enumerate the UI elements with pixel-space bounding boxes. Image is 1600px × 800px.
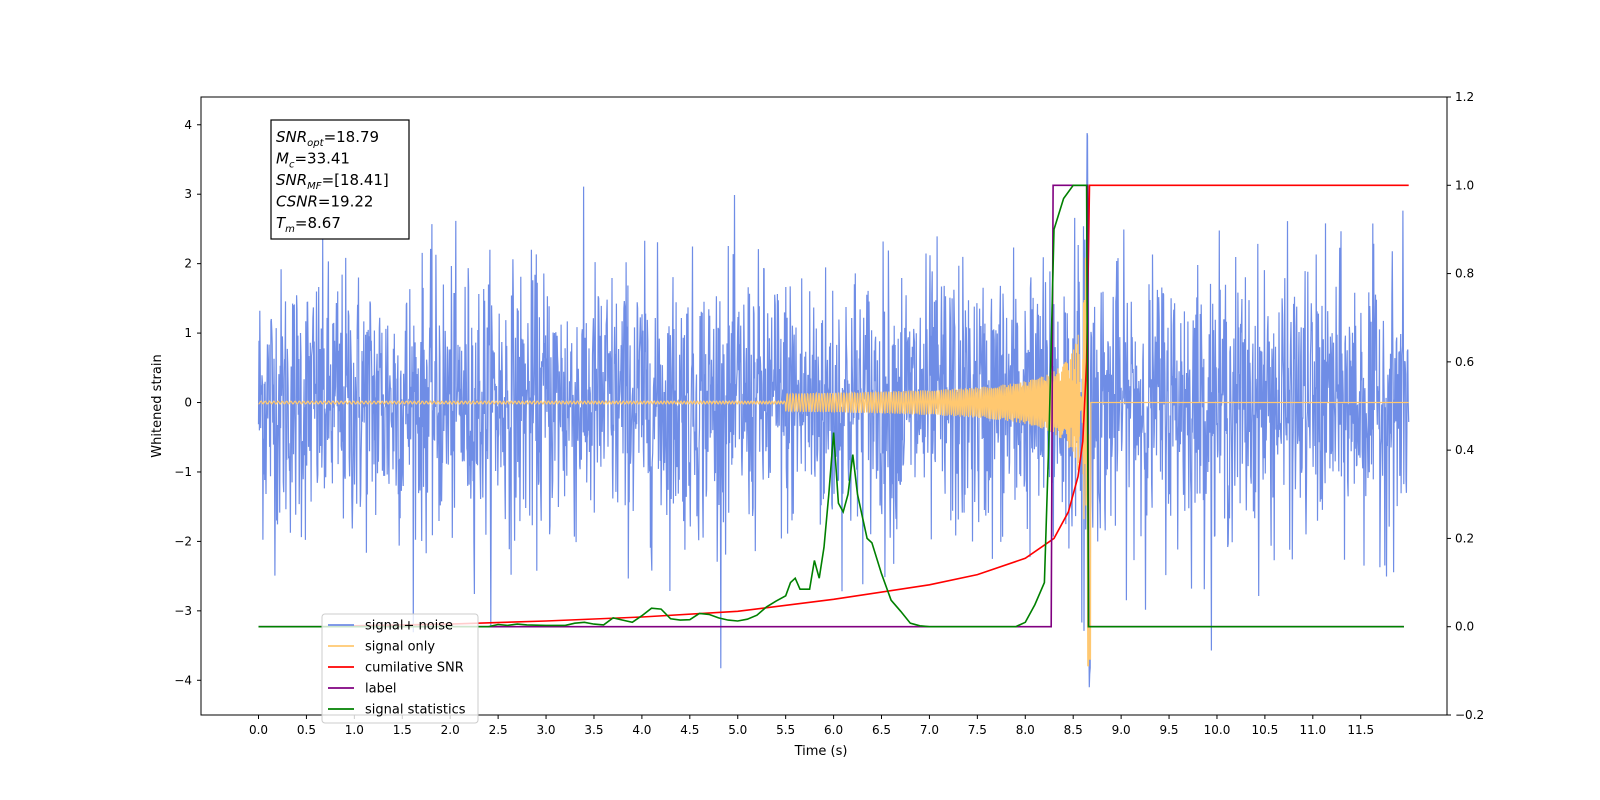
x-axis-label: Time (s) bbox=[794, 744, 848, 759]
signal-only-line bbox=[258, 227, 1409, 667]
y-tick-label: 4 bbox=[184, 118, 192, 132]
y-tick-label: 0 bbox=[184, 396, 192, 410]
y2-tick-label: 1.2 bbox=[1455, 90, 1474, 104]
y-axis-label: Whitened strain bbox=[150, 354, 165, 457]
x-tick-label: 4.0 bbox=[632, 723, 651, 737]
signal-only-series bbox=[258, 227, 1409, 667]
legend-label-cumilative-snr: cumilative SNR bbox=[365, 661, 464, 676]
annotation-box: SNRopt=18.79Mc=33.41SNRMF=[18.41]CSNR=19… bbox=[270, 119, 410, 240]
x-tick-label: 10.5 bbox=[1252, 723, 1279, 737]
y-tick-label: 1 bbox=[184, 326, 192, 340]
annotation-line: SNRopt=18.79 bbox=[276, 128, 379, 149]
x-tick-label: 4.5 bbox=[680, 723, 699, 737]
y-tick-label: −3 bbox=[174, 604, 192, 618]
x-tick-label: 1.5 bbox=[393, 723, 412, 737]
annotation-line: Tm=8.67 bbox=[276, 214, 341, 235]
legend-label-signal-noise: signal+ noise bbox=[365, 619, 453, 634]
x-tick-label: 9.5 bbox=[1159, 723, 1178, 737]
legend-label-signal-statistics: signal statistics bbox=[365, 703, 466, 718]
y-tick-label: −2 bbox=[174, 534, 192, 548]
x-tick-label: 9.0 bbox=[1112, 723, 1131, 737]
x-tick-label: 11.0 bbox=[1299, 723, 1326, 737]
y2-tick-label: 0.8 bbox=[1455, 267, 1474, 281]
x-axis: 0.0 0.5 1.0 1.5 2.0 2.5 3.0 3.5 4.0 4.5 5.0 5.5 6.0 6… bbox=[249, 715, 1374, 737]
x-tick-label: 5.0 bbox=[728, 723, 747, 737]
x-tick-label: 0.5 bbox=[297, 723, 316, 737]
x-tick-label: 7.0 bbox=[920, 723, 939, 737]
legend-label-signal-only: signal only bbox=[365, 640, 435, 655]
legend-label-label: label bbox=[365, 682, 396, 697]
y-axis-left: 4 3 2 1 0 −1 −2 −3 −4 bbox=[174, 118, 201, 687]
y-tick-label: −1 bbox=[174, 465, 192, 479]
annotation-line: Mc=33.41 bbox=[276, 150, 350, 171]
y-tick-label: −4 bbox=[174, 673, 192, 687]
x-tick-label: 3.0 bbox=[536, 723, 555, 737]
x-tick-label: 10.0 bbox=[1204, 723, 1231, 737]
x-tick-label: 3.5 bbox=[584, 723, 603, 737]
y2-tick-label: 0.0 bbox=[1455, 620, 1474, 634]
x-tick-label: 8.5 bbox=[1064, 723, 1083, 737]
plot-frame bbox=[200, 96, 1448, 716]
y2-tick-label: 0.2 bbox=[1455, 531, 1474, 545]
annotation-line: CSNR=19.22 bbox=[276, 193, 373, 211]
x-tick-label: 2.0 bbox=[441, 723, 460, 737]
y2-tick-label: −0.2 bbox=[1455, 708, 1484, 722]
signal-statistics-line bbox=[258, 184, 1404, 628]
y-axis-right: 1.2 1.0 0.8 0.6 0.4 0.2 0.0 −0.2 bbox=[1447, 90, 1484, 722]
x-tick-label: 2.5 bbox=[489, 723, 508, 737]
legend: signal+ noise signal only cumilative SNR la… bbox=[321, 613, 479, 724]
x-tick-label: 0.0 bbox=[249, 723, 268, 737]
annotation-line: SNRMF=[18.41] bbox=[276, 171, 389, 192]
x-tick-label: 8.0 bbox=[1016, 723, 1035, 737]
x-tick-label: 6.0 bbox=[824, 723, 843, 737]
y2-tick-label: 0.6 bbox=[1455, 355, 1474, 369]
x-tick-label: 5.5 bbox=[776, 723, 795, 737]
x-tick-label: 7.5 bbox=[968, 723, 987, 737]
y-tick-label: 2 bbox=[184, 257, 192, 271]
y2-tick-label: 1.0 bbox=[1455, 178, 1474, 192]
x-tick-label: 11.5 bbox=[1347, 723, 1374, 737]
y2-tick-label: 0.4 bbox=[1455, 443, 1474, 457]
x-tick-label: 6.5 bbox=[872, 723, 891, 737]
x-tick-label: 1.0 bbox=[345, 723, 364, 737]
y-tick-label: 3 bbox=[184, 187, 192, 201]
